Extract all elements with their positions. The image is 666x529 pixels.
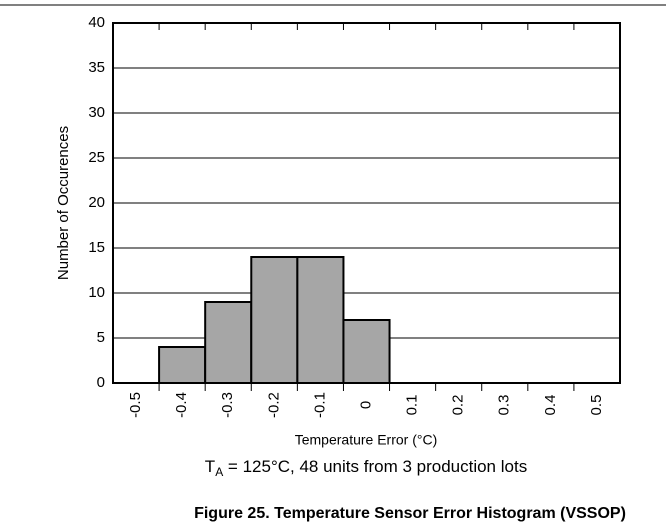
plot-frame: [112, 22, 621, 384]
y-tick-label: 5: [97, 329, 105, 346]
x-tick-label: -0.2: [265, 392, 282, 418]
bar: [158, 346, 207, 384]
x-tick-label: 0.5: [588, 395, 605, 416]
y-tick-label: 0: [97, 374, 105, 391]
x-axis-label: Temperature Error (°C): [295, 432, 438, 448]
x-tick-label: -0.5: [127, 392, 144, 418]
bar: [296, 256, 345, 384]
figure-caption: Figure 25. Temperature Sensor Error Hist…: [194, 505, 626, 522]
y-tick-label: 30: [88, 104, 105, 121]
x-tick-label: 0.3: [496, 395, 513, 416]
x-tick-label: 0: [357, 401, 374, 409]
y-tick-label: 20: [88, 194, 105, 211]
x-tick-label: 0.2: [450, 395, 467, 416]
y-tick-label: 25: [88, 149, 105, 166]
annotation: TA = 125°C, 48 units from 3 production l…: [205, 457, 527, 479]
y-tick-label: 40: [88, 14, 105, 31]
y-tick-label: 35: [88, 59, 105, 76]
y-tick-label: 15: [88, 239, 105, 256]
bar: [250, 256, 299, 384]
x-tick-label: 0.1: [404, 395, 421, 416]
bar: [204, 301, 253, 384]
x-tick-label: 0.4: [542, 395, 559, 416]
bar: [342, 319, 391, 384]
y-axis-label: Number of Occurences: [55, 126, 72, 280]
x-tick-label: -0.4: [173, 392, 190, 418]
x-tick-label: -0.3: [219, 392, 236, 418]
x-tick-label: -0.1: [311, 392, 328, 418]
y-tick-label: 10: [88, 284, 105, 301]
